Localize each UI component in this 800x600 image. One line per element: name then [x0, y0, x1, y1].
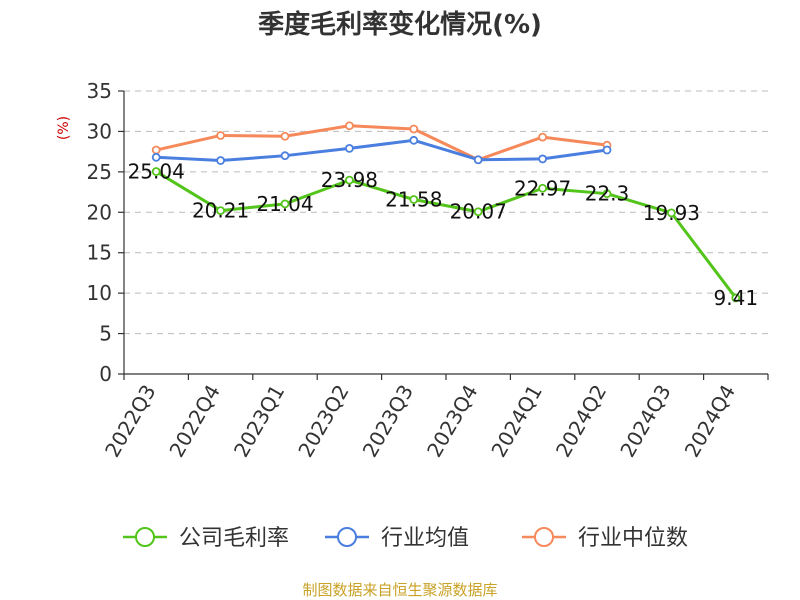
- data-label: 21.04: [256, 192, 313, 216]
- data-label: 21.58: [385, 188, 442, 212]
- data-point: [151, 167, 161, 176]
- data-point: [667, 208, 676, 218]
- data-point: [151, 145, 161, 155]
- y-tick-label: 20: [87, 200, 112, 224]
- data-point: [280, 131, 290, 141]
- data-label: 23.98: [321, 168, 378, 192]
- series-layer: [151, 121, 741, 303]
- y-tick-label: 15: [87, 241, 112, 265]
- x-tick-label: 2023Q2: [293, 381, 353, 462]
- grid-layer: [124, 90, 768, 335]
- y-tick-label: 0: [99, 362, 112, 386]
- data-label: 25.04: [128, 160, 185, 184]
- data-point: [344, 175, 354, 185]
- data-point: [409, 195, 419, 204]
- y-tick-label: 10: [87, 281, 112, 305]
- legend-marker: [337, 527, 357, 547]
- x-tick-label: 2023Q1: [229, 381, 289, 462]
- y-tick-label: 35: [87, 79, 112, 103]
- data-point: [280, 151, 290, 161]
- legend-item: 行业中位数: [522, 526, 688, 551]
- data-point: [151, 152, 161, 162]
- data-point: [409, 135, 419, 145]
- data-point: [216, 206, 226, 215]
- legend-item: 行业均值: [325, 526, 469, 551]
- legend-label: 公司毛利率: [179, 526, 289, 551]
- data-label: 20.21: [192, 199, 249, 223]
- data-label: 22.97: [514, 176, 571, 200]
- data-point: [538, 183, 547, 193]
- y-axis-label: (%): [56, 116, 72, 140]
- x-tick-label: 2023Q4: [422, 381, 482, 462]
- data-point: [731, 293, 741, 303]
- legend: 公司毛利率 行业均值 行业中位数: [123, 526, 688, 551]
- x-tick-label: 2024Q1: [486, 381, 546, 462]
- data-point: [473, 207, 483, 217]
- data-point: [216, 156, 226, 165]
- data-label: 19.93: [643, 201, 700, 225]
- chart-title: 季度毛利率变化情况(%): [258, 9, 542, 40]
- data-point: [409, 124, 419, 134]
- x-tick-label: 2024Q4: [680, 381, 740, 462]
- series-line: [156, 138, 608, 163]
- data-label-layer: 25.04 20.21 21.04 23.98 21.58 20.07 22.97 22.3 1…: [128, 160, 758, 310]
- x-tick-label: 2022Q4: [164, 381, 224, 462]
- legend-label: 行业均值: [381, 526, 469, 551]
- series-line: [155, 124, 608, 162]
- series-line: [155, 170, 737, 299]
- x-tick-label: 2024Q2: [551, 381, 611, 462]
- legend-label: 行业中位数: [578, 526, 688, 551]
- x-tick-label: 2024Q3: [615, 381, 675, 462]
- data-point: [538, 154, 547, 164]
- data-point: [216, 131, 226, 140]
- x-tick-label: 2022Q3: [100, 381, 160, 462]
- y-tick-label: 25: [87, 160, 112, 184]
- data-point: [538, 132, 547, 142]
- x-tick-label: 2023Q3: [358, 381, 418, 462]
- y-tick-label: 5: [99, 322, 112, 346]
- data-label: 9.41: [714, 286, 759, 310]
- y-tick-label: 30: [87, 119, 112, 143]
- data-label: 22.3: [585, 182, 630, 206]
- data-point: [602, 145, 612, 155]
- data-point: [473, 155, 483, 165]
- data-point: [280, 199, 290, 209]
- data-point: [602, 189, 612, 199]
- legend-marker: [534, 527, 554, 547]
- data-point: [344, 121, 354, 131]
- data-label: 20.07: [450, 200, 507, 224]
- data-point: [344, 144, 354, 153]
- legend-item: 公司毛利率: [123, 526, 289, 551]
- source-note: 制图数据来自恒生聚源数据库: [302, 581, 497, 599]
- legend-marker: [135, 527, 155, 547]
